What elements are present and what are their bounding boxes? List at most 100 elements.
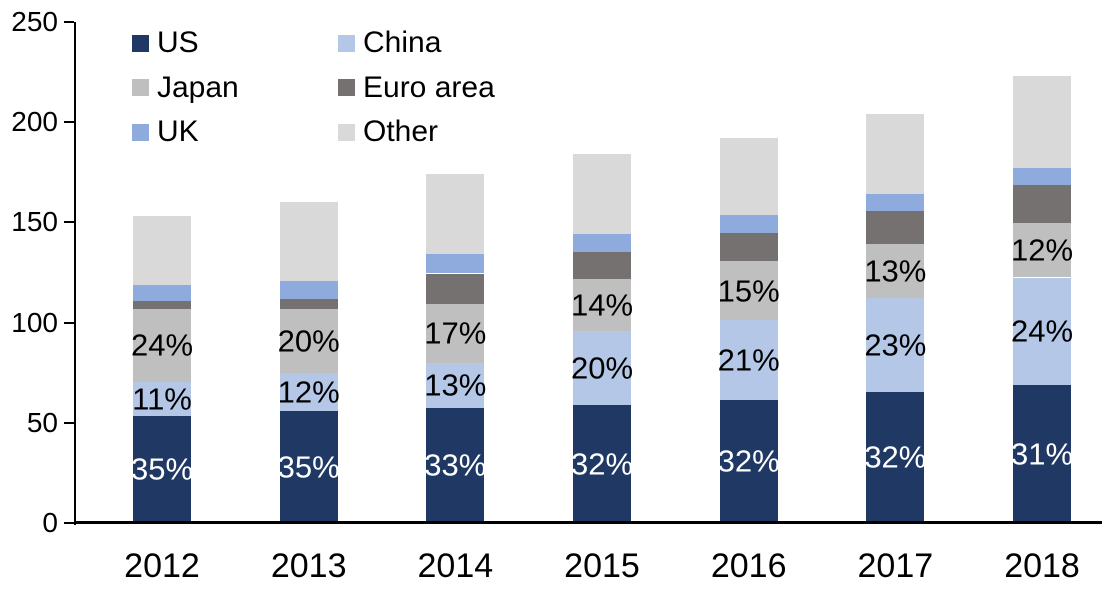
segment-label-us-2013: 35%: [277, 449, 340, 485]
x-category-label-2018: 2018: [1004, 547, 1080, 585]
segment-label-china-2012: 11%: [132, 381, 192, 417]
y-tick-label: 50: [26, 406, 58, 438]
x-axis-line: [74, 521, 1102, 524]
bar-segment-china-2017: [866, 297, 925, 392]
bar-segment-other-2016: [719, 138, 778, 216]
legend-label-euro-area: Euro area: [363, 70, 495, 104]
legend-item-japan: Japan: [132, 70, 338, 104]
bar-segment-uk-2017: [866, 194, 925, 212]
bar-segment-japan-2017: [866, 244, 925, 298]
y-tick-mark: [64, 522, 74, 524]
legend-label-japan: Japan: [157, 70, 239, 104]
bar-segment-japan-2014: [426, 303, 485, 363]
x-category-label-2015: 2015: [564, 547, 640, 585]
bar-segment-other-2013: [279, 202, 338, 281]
bar-segment-euro-area-2016: [719, 233, 778, 262]
legend-swatch-japan-icon: [132, 79, 149, 97]
bar-segment-japan-2015: [573, 278, 631, 331]
bar-segment-china-2016: [719, 319, 778, 400]
segment-label-us-2016: 32%: [717, 443, 780, 479]
bar-segment-euro-area-2018: [1013, 185, 1072, 224]
legend-item-uk: UK: [132, 116, 338, 148]
segment-label-japan-2016: 15%: [717, 273, 780, 309]
bar-segment-us-2014: [426, 407, 485, 523]
y-tick-mark: [64, 321, 74, 324]
segment-label-china-2018: 24%: [1010, 313, 1074, 349]
bar-segment-us-2013: [279, 410, 338, 523]
y-tick-label: 150: [11, 206, 58, 238]
segment-label-us-2014: 33%: [424, 447, 487, 483]
legend-item-euro-area: Euro area: [338, 70, 495, 104]
bar-segment-china-2018: [1013, 277, 1072, 385]
bar-segment-japan-2018: [1013, 223, 1072, 278]
y-tick-mark: [64, 421, 74, 424]
legend-swatch-china-icon: [338, 34, 355, 52]
bar-segment-euro-area-2015: [573, 252, 631, 279]
segment-label-japan-2018: 12%: [1010, 232, 1074, 268]
segment-label-japan-2015: 14%: [570, 287, 634, 323]
segment-label-china-2014: 13%: [424, 367, 487, 403]
bar-segment-uk-2014: [426, 254, 485, 274]
bar-segment-japan-2012: [133, 308, 191, 382]
legend-swatch-other-icon: [338, 123, 355, 141]
bar-segment-us-2017: [866, 391, 925, 523]
bar-segment-uk-2016: [719, 215, 778, 234]
legend-item-us: US: [132, 27, 338, 59]
bar-segment-other-2018: [1013, 76, 1072, 169]
x-category-label-2014: 2014: [417, 547, 494, 585]
legend-item-china: China: [338, 27, 495, 59]
x-category-label-2012: 2012: [124, 547, 200, 585]
bar-segment-japan-2016: [719, 261, 778, 320]
x-category-label-2013: 2013: [270, 547, 347, 585]
segment-label-japan-2014: 17%: [424, 315, 487, 351]
bar-segment-china-2015: [573, 330, 631, 405]
legend: US China Japan Euro area UK Other: [132, 21, 495, 155]
y-tick-label: 100: [11, 306, 58, 338]
x-category-label-2016: 2016: [710, 547, 787, 585]
bar-segment-euro-area-2017: [866, 211, 925, 245]
segment-label-china-2013: 12%: [277, 374, 340, 410]
segment-label-us-2017: 32%: [864, 439, 927, 475]
bar-segment-china-2014: [426, 362, 485, 408]
bar-segment-us-2018: [1013, 384, 1072, 523]
segment-label-us-2015: 32%: [570, 446, 634, 482]
y-tick-label: 200: [11, 106, 58, 138]
segment-label-us-2012: 35%: [130, 451, 194, 487]
bar-segment-euro-area-2012: [133, 300, 191, 309]
legend-label-us: US: [157, 26, 199, 60]
legend-label-uk: UK: [157, 115, 199, 149]
bar-segment-uk-2015: [573, 234, 631, 253]
legend-swatch-us-icon: [132, 34, 149, 52]
bar-segment-uk-2012: [133, 284, 191, 301]
segment-label-us-2018: 31%: [1010, 436, 1074, 472]
segment-label-japan-2013: 20%: [277, 323, 340, 359]
bar-segment-china-2012: [133, 381, 191, 416]
y-tick-mark: [64, 121, 74, 124]
segment-label-japan-2012: 24%: [130, 327, 194, 363]
y-tick-mark: [64, 21, 74, 23]
bar-segment-china-2013: [279, 372, 338, 411]
segment-label-china-2017: 23%: [864, 327, 927, 363]
legend-swatch-euro-area-icon: [338, 79, 355, 97]
legend-item-other: Other: [338, 116, 495, 148]
bar-segment-japan-2013: [279, 308, 338, 373]
bar-segment-other-2012: [133, 216, 191, 285]
legend-label-other: Other: [363, 115, 439, 149]
y-axis-line: [74, 22, 76, 525]
segment-label-japan-2017: 13%: [864, 253, 927, 289]
x-category-label-2017: 2017: [857, 547, 934, 585]
bar-segment-us-2012: [133, 415, 191, 523]
bar-segment-uk-2013: [279, 280, 338, 299]
y-tick-label: 250: [11, 6, 58, 37]
segment-label-china-2016: 21%: [717, 342, 780, 378]
legend-label-china: China: [363, 26, 442, 60]
y-tick-mark: [64, 221, 74, 224]
bar-segment-euro-area-2014: [426, 273, 485, 304]
bar-segment-us-2015: [573, 404, 631, 523]
legend-swatch-uk-icon: [132, 123, 149, 141]
bar-segment-euro-area-2013: [279, 298, 338, 309]
bar-segment-other-2017: [866, 114, 925, 195]
bar-segment-other-2015: [573, 154, 631, 235]
bar-segment-other-2014: [426, 174, 485, 255]
